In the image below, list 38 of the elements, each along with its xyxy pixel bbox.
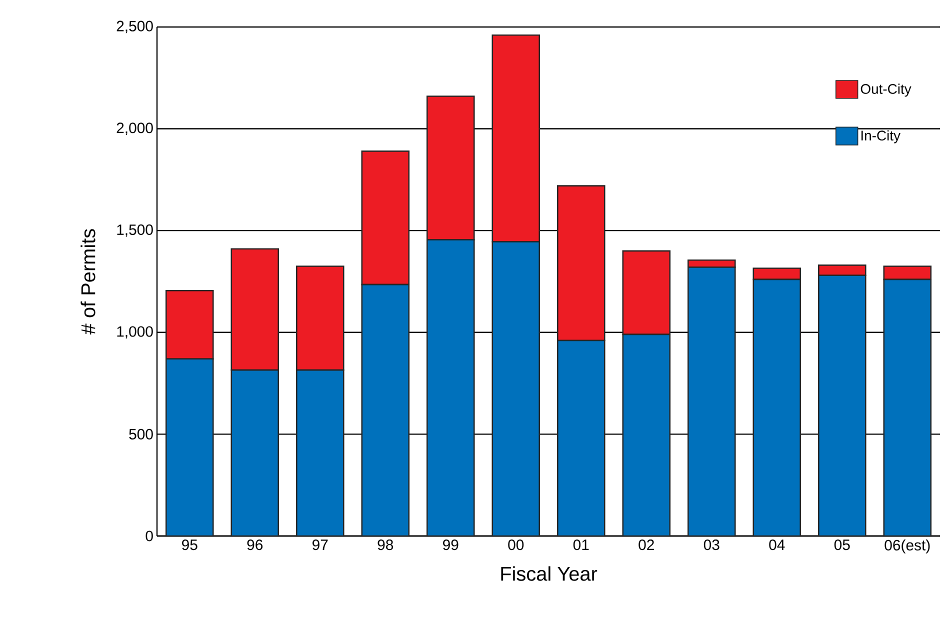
- bar: [296, 370, 344, 536]
- bar: [362, 284, 409, 536]
- y-axis-title: # of Permits: [80, 229, 96, 335]
- x-tick-label: 97: [312, 540, 328, 550]
- y-tick-label: 2,500: [116, 20, 153, 34]
- y-tick-label: 1,000: [117, 326, 153, 339]
- bar: [753, 279, 800, 536]
- bar: [622, 334, 670, 536]
- bar: [883, 278, 932, 536]
- bar: [752, 268, 802, 280]
- x-tick-label: 03: [704, 540, 720, 550]
- x-axis-title: Fiscal Year: [501, 566, 598, 581]
- x-tick-label: 01: [573, 540, 589, 550]
- x-tick-label: 96: [247, 540, 263, 550]
- x-tick-label: 95: [182, 540, 198, 550]
- bar: [688, 267, 736, 536]
- y-tick-label: 0: [146, 530, 153, 542]
- bar: [166, 358, 214, 536]
- bar: [427, 240, 474, 536]
- bar: [492, 242, 540, 536]
- x-tick-label: 04: [769, 540, 785, 550]
- x-tick-label: 98: [378, 540, 394, 550]
- legend-label: Out-City: [860, 84, 912, 97]
- x-tick-label: 05: [834, 540, 850, 550]
- bar: [558, 340, 605, 536]
- x-tick-label: 06(est): [884, 540, 930, 554]
- x-tick-label: 02: [638, 540, 654, 550]
- bar: [622, 250, 671, 336]
- y-tick-label: 500: [129, 428, 153, 440]
- x-tick-label: 00: [508, 540, 524, 550]
- y-tick-label: 2,000: [116, 122, 153, 135]
- legend-label: In-City: [861, 130, 900, 144]
- bar: [230, 248, 280, 371]
- x-tick-label: 99: [443, 540, 458, 550]
- bar: [231, 370, 278, 536]
- y-tick-label: 1,500: [117, 224, 153, 237]
- bar: [296, 266, 344, 371]
- bar: [818, 275, 866, 536]
